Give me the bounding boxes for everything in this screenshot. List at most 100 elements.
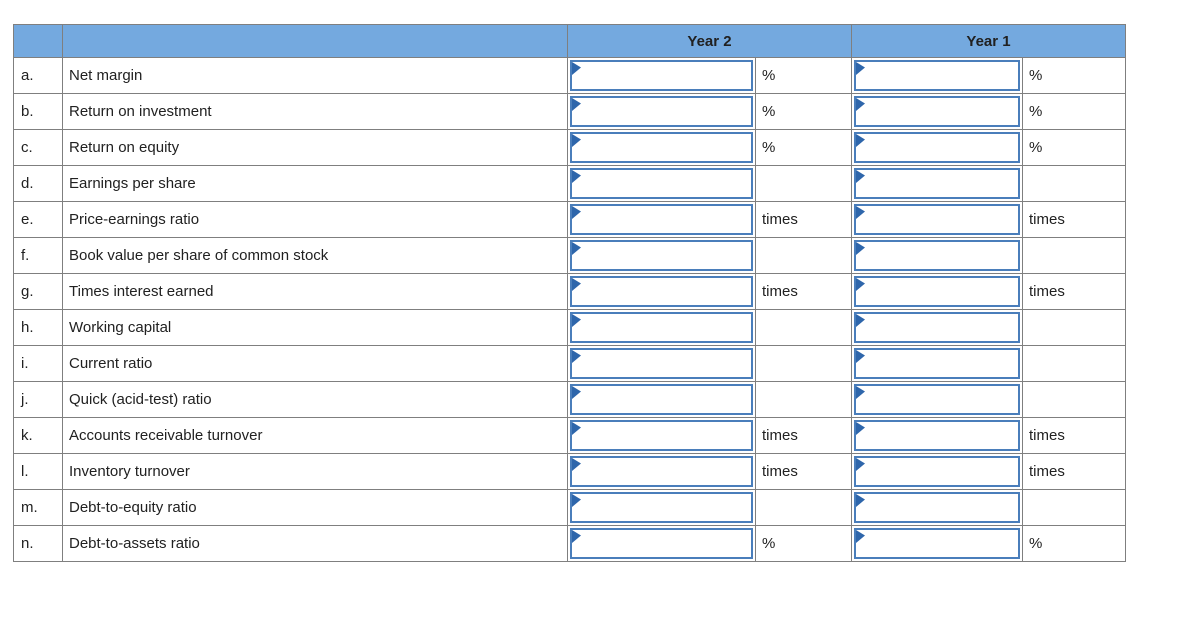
row-letter: n. (13, 525, 63, 562)
row-letter: m. (13, 489, 63, 526)
year1-unit-label: % (1022, 525, 1126, 562)
year1-answer-box (854, 312, 1020, 343)
year2-unit-label: % (755, 525, 852, 562)
year1-unit-label: times (1022, 417, 1126, 454)
year2-input-b[interactable] (572, 98, 751, 125)
year2-answer-box (570, 276, 753, 307)
year1-unit-label (1022, 489, 1126, 526)
ratio-table: Year 2 Year 1 a. Net margin % % b. Retur… (13, 24, 1126, 562)
year2-input-c[interactable] (572, 134, 751, 161)
header-letter-cell (13, 24, 63, 58)
year1-input-cell (851, 309, 1023, 346)
year2-input-m[interactable] (572, 494, 751, 521)
year2-answer-box (570, 456, 753, 487)
year2-input-n[interactable] (572, 530, 751, 557)
table-row: b. Return on investment % % (13, 93, 1126, 130)
year2-input-cell (567, 273, 756, 310)
table-row: h. Working capital (13, 309, 1126, 346)
year1-input-cell (851, 453, 1023, 490)
year2-unit-label: times (755, 453, 852, 490)
year2-unit-label (755, 489, 852, 526)
table-row: f. Book value per share of common stock (13, 237, 1126, 274)
year1-input-cell (851, 381, 1023, 418)
year2-answer-box (570, 60, 753, 91)
year2-answer-box (570, 204, 753, 235)
table-row: l. Inventory turnover times times (13, 453, 1126, 490)
year2-unit-label (755, 165, 852, 202)
year1-input-m[interactable] (856, 494, 1018, 521)
year1-unit-label: % (1022, 93, 1126, 130)
year2-unit-label: times (755, 201, 852, 238)
year1-answer-box (854, 168, 1020, 199)
table-row: a. Net margin % % (13, 57, 1126, 94)
year1-input-a[interactable] (856, 62, 1018, 89)
year2-input-k[interactable] (572, 422, 751, 449)
year1-input-c[interactable] (856, 134, 1018, 161)
year1-answer-box (854, 96, 1020, 127)
year2-input-d[interactable] (572, 170, 751, 197)
year1-answer-box (854, 384, 1020, 415)
year2-answer-box (570, 168, 753, 199)
year2-unit-label: times (755, 273, 852, 310)
year2-input-cell (567, 345, 756, 382)
year1-unit-label: times (1022, 273, 1126, 310)
year1-input-f[interactable] (856, 242, 1018, 269)
year1-input-j[interactable] (856, 386, 1018, 413)
year1-answer-box (854, 528, 1020, 559)
row-label: Return on equity (62, 129, 568, 166)
year2-input-cell (567, 57, 756, 94)
table-row: j. Quick (acid-test) ratio (13, 381, 1126, 418)
row-letter: l. (13, 453, 63, 490)
table-row: k. Accounts receivable turnover times ti… (13, 417, 1126, 454)
table-row: n. Debt-to-assets ratio % % (13, 525, 1126, 562)
year1-input-b[interactable] (856, 98, 1018, 125)
header-row: Year 2 Year 1 (13, 24, 1126, 58)
year1-input-n[interactable] (856, 530, 1018, 557)
year1-unit-label: % (1022, 57, 1126, 94)
year2-input-g[interactable] (572, 278, 751, 305)
year1-input-d[interactable] (856, 170, 1018, 197)
year2-input-cell (567, 129, 756, 166)
year2-input-a[interactable] (572, 62, 751, 89)
year2-input-l[interactable] (572, 458, 751, 485)
year2-answer-box (570, 528, 753, 559)
row-label: Inventory turnover (62, 453, 568, 490)
row-label: Return on investment (62, 93, 568, 130)
year1-input-g[interactable] (856, 278, 1018, 305)
row-letter: e. (13, 201, 63, 238)
row-letter: g. (13, 273, 63, 310)
year1-input-l[interactable] (856, 458, 1018, 485)
year1-answer-box (854, 204, 1020, 235)
year2-answer-box (570, 348, 753, 379)
year2-input-h[interactable] (572, 314, 751, 341)
table-row: c. Return on equity % % (13, 129, 1126, 166)
year1-input-cell (851, 129, 1023, 166)
year1-unit-label (1022, 381, 1126, 418)
year1-input-h[interactable] (856, 314, 1018, 341)
year1-input-k[interactable] (856, 422, 1018, 449)
year2-input-j[interactable] (572, 386, 751, 413)
year1-unit-label: times (1022, 201, 1126, 238)
table-row: d. Earnings per share (13, 165, 1126, 202)
year1-answer-box (854, 60, 1020, 91)
year1-answer-box (854, 132, 1020, 163)
year1-input-cell (851, 93, 1023, 130)
row-label: Times interest earned (62, 273, 568, 310)
year1-input-e[interactable] (856, 206, 1018, 233)
year1-answer-box (854, 420, 1020, 451)
row-letter: k. (13, 417, 63, 454)
year2-input-cell (567, 309, 756, 346)
year2-input-e[interactable] (572, 206, 751, 233)
year1-input-i[interactable] (856, 350, 1018, 377)
year1-answer-box (854, 456, 1020, 487)
year1-input-cell (851, 201, 1023, 238)
year2-answer-box (570, 384, 753, 415)
year1-input-cell (851, 345, 1023, 382)
year1-input-cell (851, 237, 1023, 274)
year2-input-i[interactable] (572, 350, 751, 377)
header-year1: Year 1 (851, 24, 1126, 58)
row-label: Working capital (62, 309, 568, 346)
year2-input-f[interactable] (572, 242, 751, 269)
row-letter: f. (13, 237, 63, 274)
year2-answer-box (570, 132, 753, 163)
